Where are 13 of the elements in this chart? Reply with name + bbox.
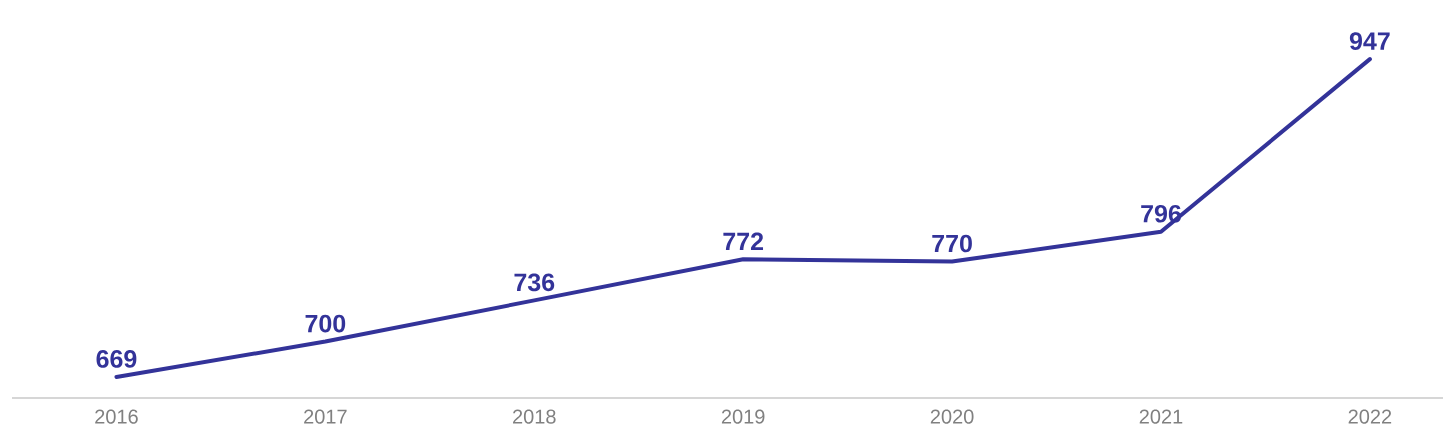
x-tick-label: 2020 bbox=[930, 409, 974, 424]
data-label: 669 bbox=[96, 350, 137, 368]
x-tick-label: 2016 bbox=[95, 409, 138, 424]
data-label: 770 bbox=[932, 234, 972, 253]
x-tick-label: 2021 bbox=[1139, 409, 1183, 424]
x-tick-label: 2017 bbox=[304, 409, 347, 424]
data-label: 700 bbox=[305, 314, 346, 333]
x-tick-label: 2022 bbox=[1348, 409, 1392, 424]
x-tick-label: 2019 bbox=[721, 409, 765, 424]
x-tick-label: 2018 bbox=[513, 409, 556, 424]
data-label: 947 bbox=[1349, 32, 1390, 50]
data-label: 736 bbox=[514, 273, 555, 292]
data-label: 772 bbox=[723, 232, 764, 251]
